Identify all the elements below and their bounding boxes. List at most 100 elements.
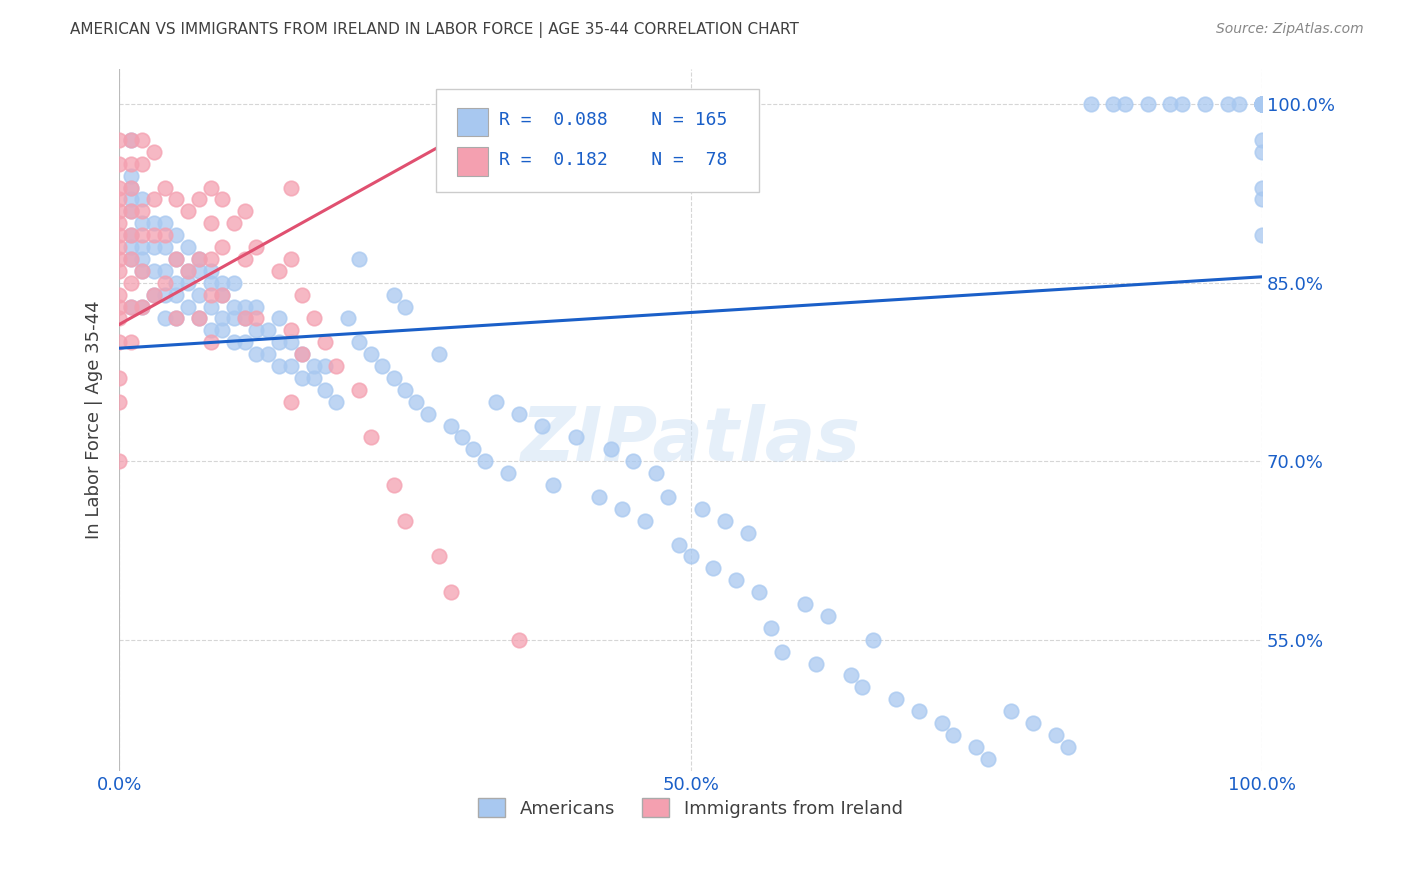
Point: [188, 264, 211, 278]
Point: [817, 609, 839, 624]
Point: [1251, 97, 1274, 112]
Point: [382, 287, 405, 301]
Point: [245, 311, 267, 326]
Point: [120, 252, 142, 266]
Point: [1251, 145, 1274, 159]
Point: [690, 501, 713, 516]
Point: [233, 252, 256, 266]
Point: [668, 538, 690, 552]
Point: [108, 335, 131, 350]
Point: [165, 311, 187, 326]
Point: [1056, 739, 1078, 754]
Point: [211, 276, 233, 290]
Point: [233, 311, 256, 326]
Point: [1251, 193, 1274, 207]
Point: [302, 311, 325, 326]
Point: [1251, 97, 1274, 112]
Point: [188, 252, 211, 266]
Point: [177, 240, 200, 254]
Point: [1216, 97, 1239, 112]
Point: [1251, 97, 1274, 112]
Point: [806, 657, 828, 671]
Point: [245, 323, 267, 337]
Point: [108, 454, 131, 468]
Point: [153, 216, 176, 230]
Point: [131, 264, 153, 278]
Point: [131, 157, 153, 171]
Point: [200, 335, 222, 350]
Point: [233, 311, 256, 326]
Point: [153, 287, 176, 301]
Legend: Americans, Immigrants from Ireland: Americans, Immigrants from Ireland: [471, 791, 910, 825]
Point: [177, 204, 200, 219]
Point: [543, 478, 565, 492]
Point: [200, 300, 222, 314]
Point: [1251, 180, 1274, 194]
Point: [200, 216, 222, 230]
Point: [1000, 704, 1022, 718]
Point: [120, 228, 142, 243]
Point: [200, 287, 222, 301]
Point: [188, 311, 211, 326]
Point: [347, 335, 370, 350]
Point: [165, 228, 187, 243]
Point: [200, 323, 222, 337]
Point: [120, 335, 142, 350]
Point: [1136, 97, 1159, 112]
Point: [269, 264, 291, 278]
Point: [153, 264, 176, 278]
Text: R =  0.088    N = 165: R = 0.088 N = 165: [499, 112, 727, 129]
Point: [531, 418, 554, 433]
Point: [325, 359, 347, 373]
Point: [451, 430, 474, 444]
Point: [177, 300, 200, 314]
Point: [120, 252, 142, 266]
Point: [108, 193, 131, 207]
Point: [120, 240, 142, 254]
Point: [108, 252, 131, 266]
Point: [314, 359, 336, 373]
Point: [120, 133, 142, 147]
Point: [108, 287, 131, 301]
Point: [108, 180, 131, 194]
Point: [1251, 133, 1274, 147]
Point: [623, 454, 645, 468]
Point: [256, 347, 278, 361]
Point: [131, 216, 153, 230]
Point: [302, 371, 325, 385]
Point: [496, 466, 519, 480]
Point: [1251, 97, 1274, 112]
Point: [120, 276, 142, 290]
Point: [108, 311, 131, 326]
Text: R =  0.182    N =  78: R = 0.182 N = 78: [499, 151, 727, 169]
Point: [314, 383, 336, 397]
Point: [177, 264, 200, 278]
Point: [165, 311, 187, 326]
Point: [714, 514, 737, 528]
Point: [1251, 228, 1274, 243]
Point: [347, 383, 370, 397]
Point: [153, 276, 176, 290]
Point: [931, 716, 953, 731]
Point: [371, 359, 394, 373]
Point: [177, 276, 200, 290]
Point: [599, 442, 621, 457]
Point: [153, 311, 176, 326]
Point: [188, 287, 211, 301]
Point: [120, 180, 142, 194]
Text: ZIPatlas: ZIPatlas: [520, 404, 860, 477]
Point: [245, 347, 267, 361]
Point: [634, 514, 657, 528]
Point: [211, 323, 233, 337]
Point: [211, 193, 233, 207]
Point: [908, 704, 931, 718]
Point: [165, 287, 187, 301]
Point: [269, 359, 291, 373]
Point: [280, 394, 302, 409]
Point: [336, 311, 359, 326]
Point: [347, 252, 370, 266]
Point: [702, 561, 724, 575]
Point: [142, 228, 165, 243]
Point: [280, 252, 302, 266]
Point: [245, 300, 267, 314]
